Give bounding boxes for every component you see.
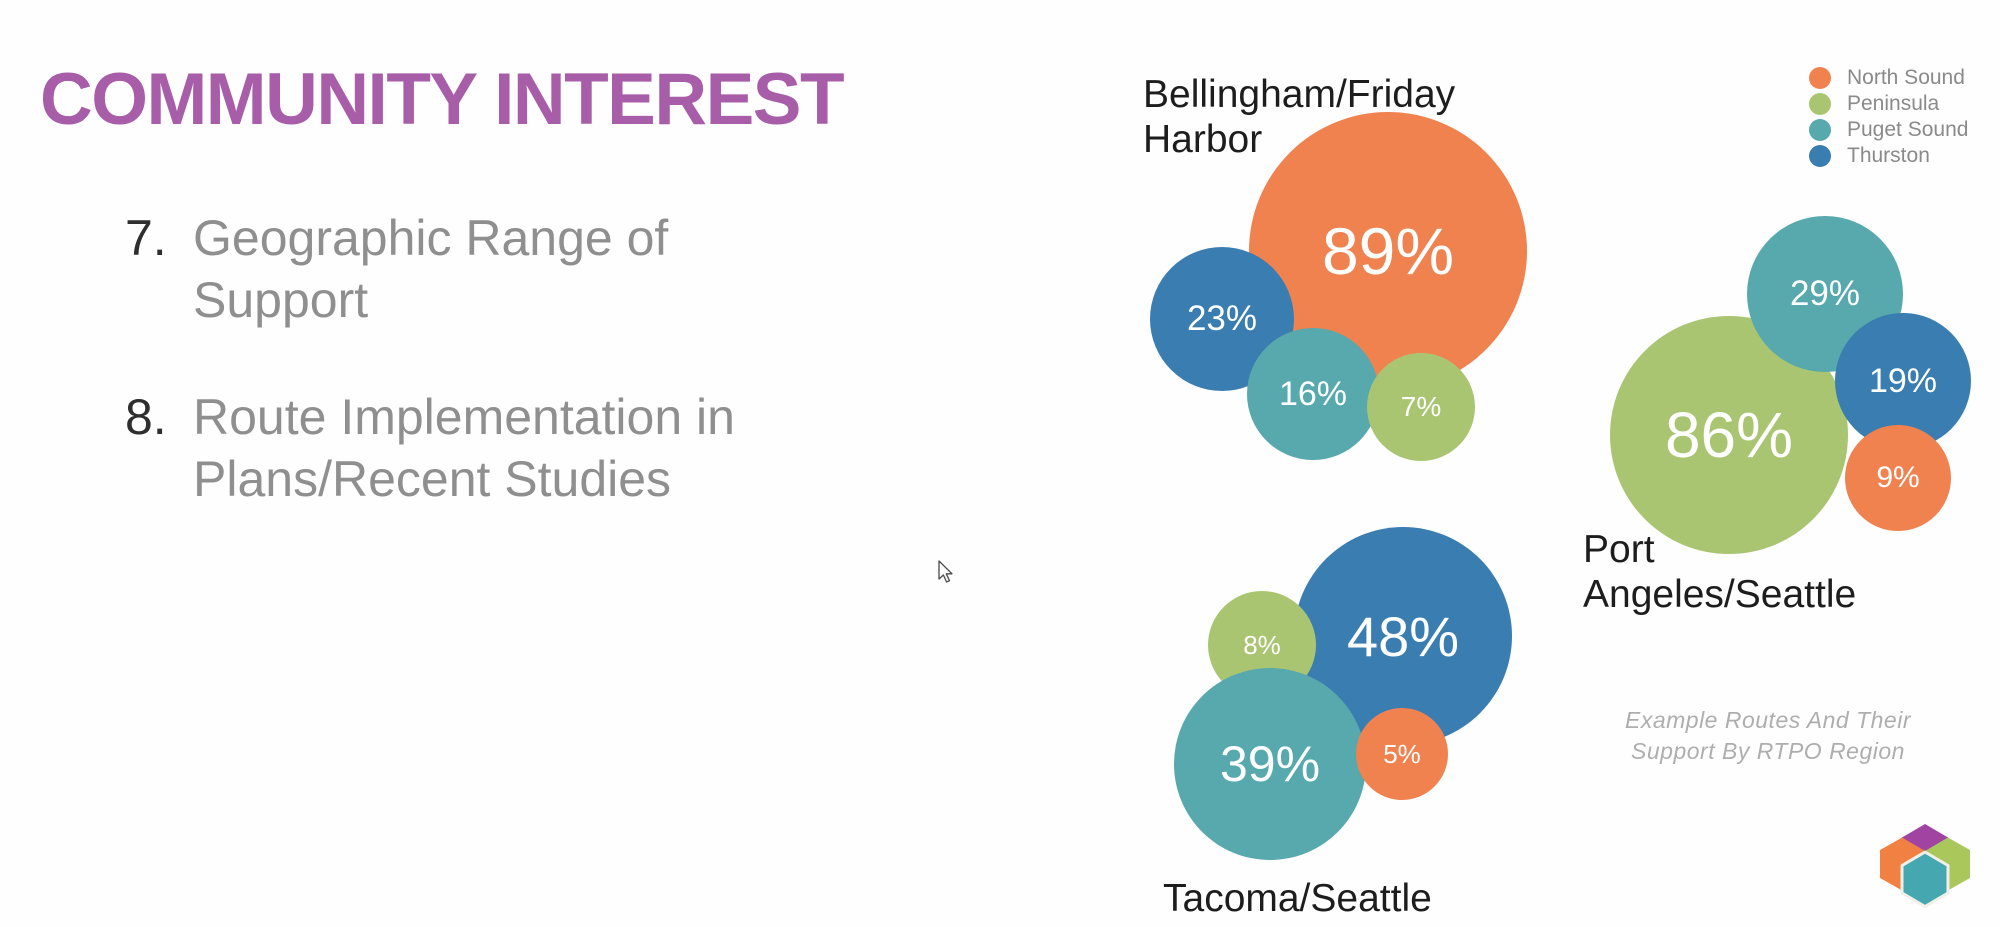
cluster-label-line: Harbor xyxy=(1143,118,1263,161)
chart-caption: Example Routes And Their Support By RTPO… xyxy=(1588,705,1948,767)
cluster-label-bellingham-friday-harbor: Bellingham/Friday Harbor xyxy=(1143,72,1463,162)
cluster-label-port-angeles-seattle: Port Angeles/Seattle xyxy=(1583,527,1903,617)
cluster-label-line: Port xyxy=(1583,528,1655,571)
bubble-tacoma-north-sound: 5% xyxy=(1356,708,1448,800)
caption-line: Example Routes And Their xyxy=(1624,707,1911,733)
legend-dot-peninsula xyxy=(1809,93,1831,115)
logo-teal-hexagon xyxy=(1900,850,1950,908)
cube-logo xyxy=(1880,824,1970,908)
cluster-label-line: Tacoma/Seattle xyxy=(1163,877,1432,920)
bubble-port-angeles-north-sound: 9% xyxy=(1845,425,1951,531)
bubble-port-angeles-thurston: 19% xyxy=(1835,313,1971,449)
legend-label: Thurston xyxy=(1847,144,1930,167)
legend-item-peninsula: Peninsula xyxy=(1809,91,1968,117)
chart-legend: North Sound Peninsula Puget Sound Thurst… xyxy=(1809,65,1968,169)
legend-label: Puget Sound xyxy=(1847,118,1969,141)
legend-item-thurston: Thurston xyxy=(1809,143,1968,169)
legend-dot-puget-sound xyxy=(1809,119,1831,141)
page-title: COMMUNITY INTEREST xyxy=(40,59,845,140)
list-item-number: 8. xyxy=(125,389,167,445)
legend-item-puget-sound: Puget Sound xyxy=(1809,117,1968,143)
list-item-7: 7. Geographic Range of Support xyxy=(125,207,833,331)
caption-line: Support By RTPO Region xyxy=(1631,738,1905,764)
bubble-tacoma-puget-sound: 39% xyxy=(1174,668,1366,860)
list-item-number: 7. xyxy=(125,210,167,266)
legend-item-north-sound: North Sound xyxy=(1809,65,1968,91)
cluster-label-line: Angeles/Seattle xyxy=(1583,573,1857,616)
list-item-text: Geographic Range of Support xyxy=(193,210,669,328)
cluster-label-tacoma-seattle: Tacoma/Seattle xyxy=(1163,876,1503,921)
list-item-8: 8. Route Implementation in Plans/Recent … xyxy=(125,386,833,510)
legend-label: Peninsula xyxy=(1847,92,1940,115)
cluster-label-line: Bellingham/Friday xyxy=(1143,73,1456,116)
bubble-bellingham-peninsula: 7% xyxy=(1367,353,1475,461)
legend-dot-north-sound xyxy=(1809,67,1831,89)
legend-label: North Sound xyxy=(1847,66,1965,89)
bullet-list: 7. Geographic Range of Support 8. Route … xyxy=(125,207,833,565)
legend-dot-thurston xyxy=(1809,145,1831,167)
list-item-text: Route Implementation in Plans/Recent Stu… xyxy=(193,389,735,507)
bubble-bellingham-puget-sound: 16% xyxy=(1247,328,1379,460)
mouse-cursor xyxy=(938,560,953,583)
logo-purple-diamond xyxy=(1902,824,1948,851)
